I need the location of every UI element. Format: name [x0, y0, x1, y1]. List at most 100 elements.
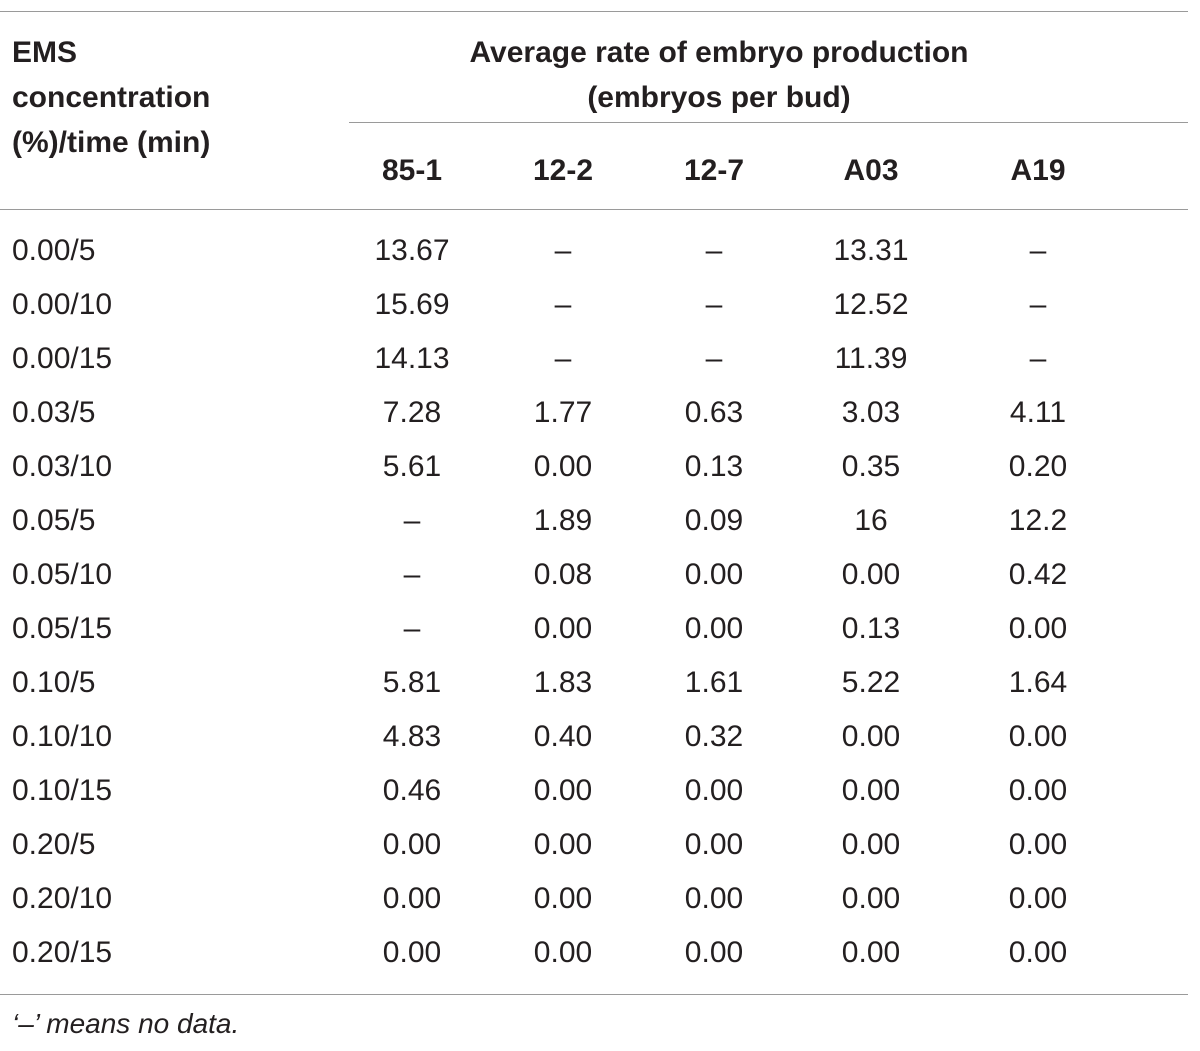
cell-85-1: 0.46	[382, 774, 442, 807]
cell-85-1: 0.00	[382, 828, 442, 861]
row-header-line: (%)/time (min)	[12, 126, 211, 159]
cell-12-7: 0.63	[684, 396, 744, 429]
row-label: 0.10/5	[12, 666, 96, 699]
cell-85-1: 0.00	[382, 936, 442, 969]
row-label: 0.05/15	[12, 612, 113, 645]
cell-85-1: 7.28	[382, 396, 442, 429]
cell-a03: 0.00	[841, 558, 901, 591]
row-label: 0.10/15	[12, 774, 113, 807]
cell-12-7: –	[705, 234, 723, 267]
cell-a19: 4.11	[1009, 396, 1067, 429]
table-row: 0.00/10 15.69 – – 12.52 –	[0, 278, 1188, 332]
cell-a19: –	[1029, 288, 1047, 321]
cell-a19: 0.00	[1008, 828, 1068, 861]
group-header-average-rate: Average rate of embryo production (embry…	[349, 30, 1089, 120]
cell-a03: 0.00	[841, 720, 901, 753]
cell-12-2: 0.00	[533, 612, 593, 645]
table-row: 0.03/10 5.61 0.00 0.13 0.35 0.20	[0, 440, 1188, 494]
cell-85-1: –	[403, 504, 421, 537]
cell-a19: –	[1029, 342, 1047, 375]
table-row: 0.05/5 – 1.89 0.09 16 12.2	[0, 494, 1188, 548]
cell-12-2: 0.00	[533, 882, 593, 915]
group-header-line: (embryos per bud)	[587, 81, 851, 114]
cell-12-2: 0.00	[533, 774, 593, 807]
table-top-rule	[0, 11, 1188, 12]
cell-12-7: 0.00	[684, 558, 744, 591]
row-label: 0.20/15	[12, 936, 113, 969]
cell-85-1: –	[403, 558, 421, 591]
cell-12-7: 0.09	[684, 504, 744, 537]
cell-85-1: 13.67	[374, 234, 450, 267]
column-header-12-7: 12-7	[683, 154, 745, 187]
cell-a03: 0.13	[841, 612, 901, 645]
row-header-line: concentration	[12, 81, 211, 114]
cell-85-1: 5.61	[382, 450, 442, 483]
cell-a03: 0.00	[841, 936, 901, 969]
column-header-a19: A19	[1010, 154, 1066, 187]
group-header-line: Average rate of embryo production	[469, 36, 969, 69]
table-row: 0.00/15 14.13 – – 11.39 –	[0, 332, 1188, 386]
column-header-12-2: 12-2	[532, 154, 594, 187]
cell-a19: –	[1029, 234, 1047, 267]
cell-12-2: –	[554, 342, 572, 375]
row-label: 0.05/10	[12, 558, 113, 591]
cell-85-1: –	[403, 612, 421, 645]
row-label: 0.05/5	[12, 504, 96, 537]
cell-12-7: 0.13	[684, 450, 744, 483]
cell-12-7: –	[705, 288, 723, 321]
cell-a03: 11.39	[834, 342, 908, 375]
table-row: 0.05/10 – 0.08 0.00 0.00 0.42	[0, 548, 1188, 602]
cell-85-1: 5.81	[382, 666, 442, 699]
table-row: 0.20/5 0.00 0.00 0.00 0.00 0.00	[0, 818, 1188, 872]
table-row: 0.10/15 0.46 0.00 0.00 0.00 0.00	[0, 764, 1188, 818]
cell-a19: 0.00	[1008, 612, 1068, 645]
cell-12-2: 1.83	[533, 666, 593, 699]
cell-a03: 0.35	[841, 450, 901, 483]
row-label: 0.03/10	[12, 450, 113, 483]
cell-12-7: 0.32	[684, 720, 744, 753]
table-row: 0.20/15 0.00 0.00 0.00 0.00 0.00	[0, 926, 1188, 980]
cell-a03: 16	[854, 504, 888, 537]
cell-a19: 0.00	[1008, 936, 1068, 969]
cell-85-1: 0.00	[382, 882, 442, 915]
cell-85-1: 15.69	[374, 288, 450, 321]
row-header-ems: EMS concentration (%)/time (min)	[12, 30, 332, 165]
table-row: 0.00/5 13.67 – – 13.31 –	[0, 224, 1188, 278]
row-label: 0.20/10	[12, 882, 113, 915]
cell-12-7: 0.00	[684, 828, 744, 861]
cell-85-1: 14.13	[374, 342, 450, 375]
cell-12-7: 0.00	[684, 612, 744, 645]
table-bottom-rule	[0, 994, 1188, 995]
cell-a19: 12.2	[1008, 504, 1068, 537]
table-row: 0.03/5 7.28 1.77 0.63 3.03 4.11	[0, 386, 1188, 440]
column-header-85-1: 85-1	[381, 154, 443, 187]
cell-a03: 0.00	[841, 828, 901, 861]
cell-a03: 12.52	[833, 288, 909, 321]
row-label: 0.00/15	[12, 342, 113, 375]
table-row: 0.20/10 0.00 0.00 0.00 0.00 0.00	[0, 872, 1188, 926]
cell-12-7: 1.61	[684, 666, 744, 699]
cell-a03: 0.00	[841, 774, 901, 807]
row-label: 0.00/10	[12, 288, 113, 321]
cell-a03: 3.03	[841, 396, 901, 429]
cell-12-2: –	[554, 288, 572, 321]
table-row: 0.10/5 5.81 1.83 1.61 5.22 1.64	[0, 656, 1188, 710]
cell-a03: 0.00	[841, 882, 901, 915]
row-label: 0.10/10	[12, 720, 113, 753]
cell-a19: 0.00	[1008, 882, 1068, 915]
cell-12-2: –	[554, 234, 572, 267]
cell-12-7: –	[705, 342, 723, 375]
cell-12-2: 0.00	[533, 936, 593, 969]
table-row: 0.10/10 4.83 0.40 0.32 0.00 0.00	[0, 710, 1188, 764]
cell-12-7: 0.00	[684, 882, 744, 915]
cell-a19: 0.20	[1008, 450, 1068, 483]
cell-12-2: 0.08	[533, 558, 593, 591]
cell-12-2: 0.00	[533, 828, 593, 861]
cell-a19: 0.42	[1008, 558, 1068, 591]
row-label: 0.00/5	[12, 234, 96, 267]
cell-85-1: 4.83	[382, 720, 442, 753]
cell-12-2: 0.00	[533, 450, 593, 483]
row-label: 0.20/5	[12, 828, 96, 861]
cell-12-7: 0.00	[684, 936, 744, 969]
row-label: 0.03/5	[12, 396, 96, 429]
